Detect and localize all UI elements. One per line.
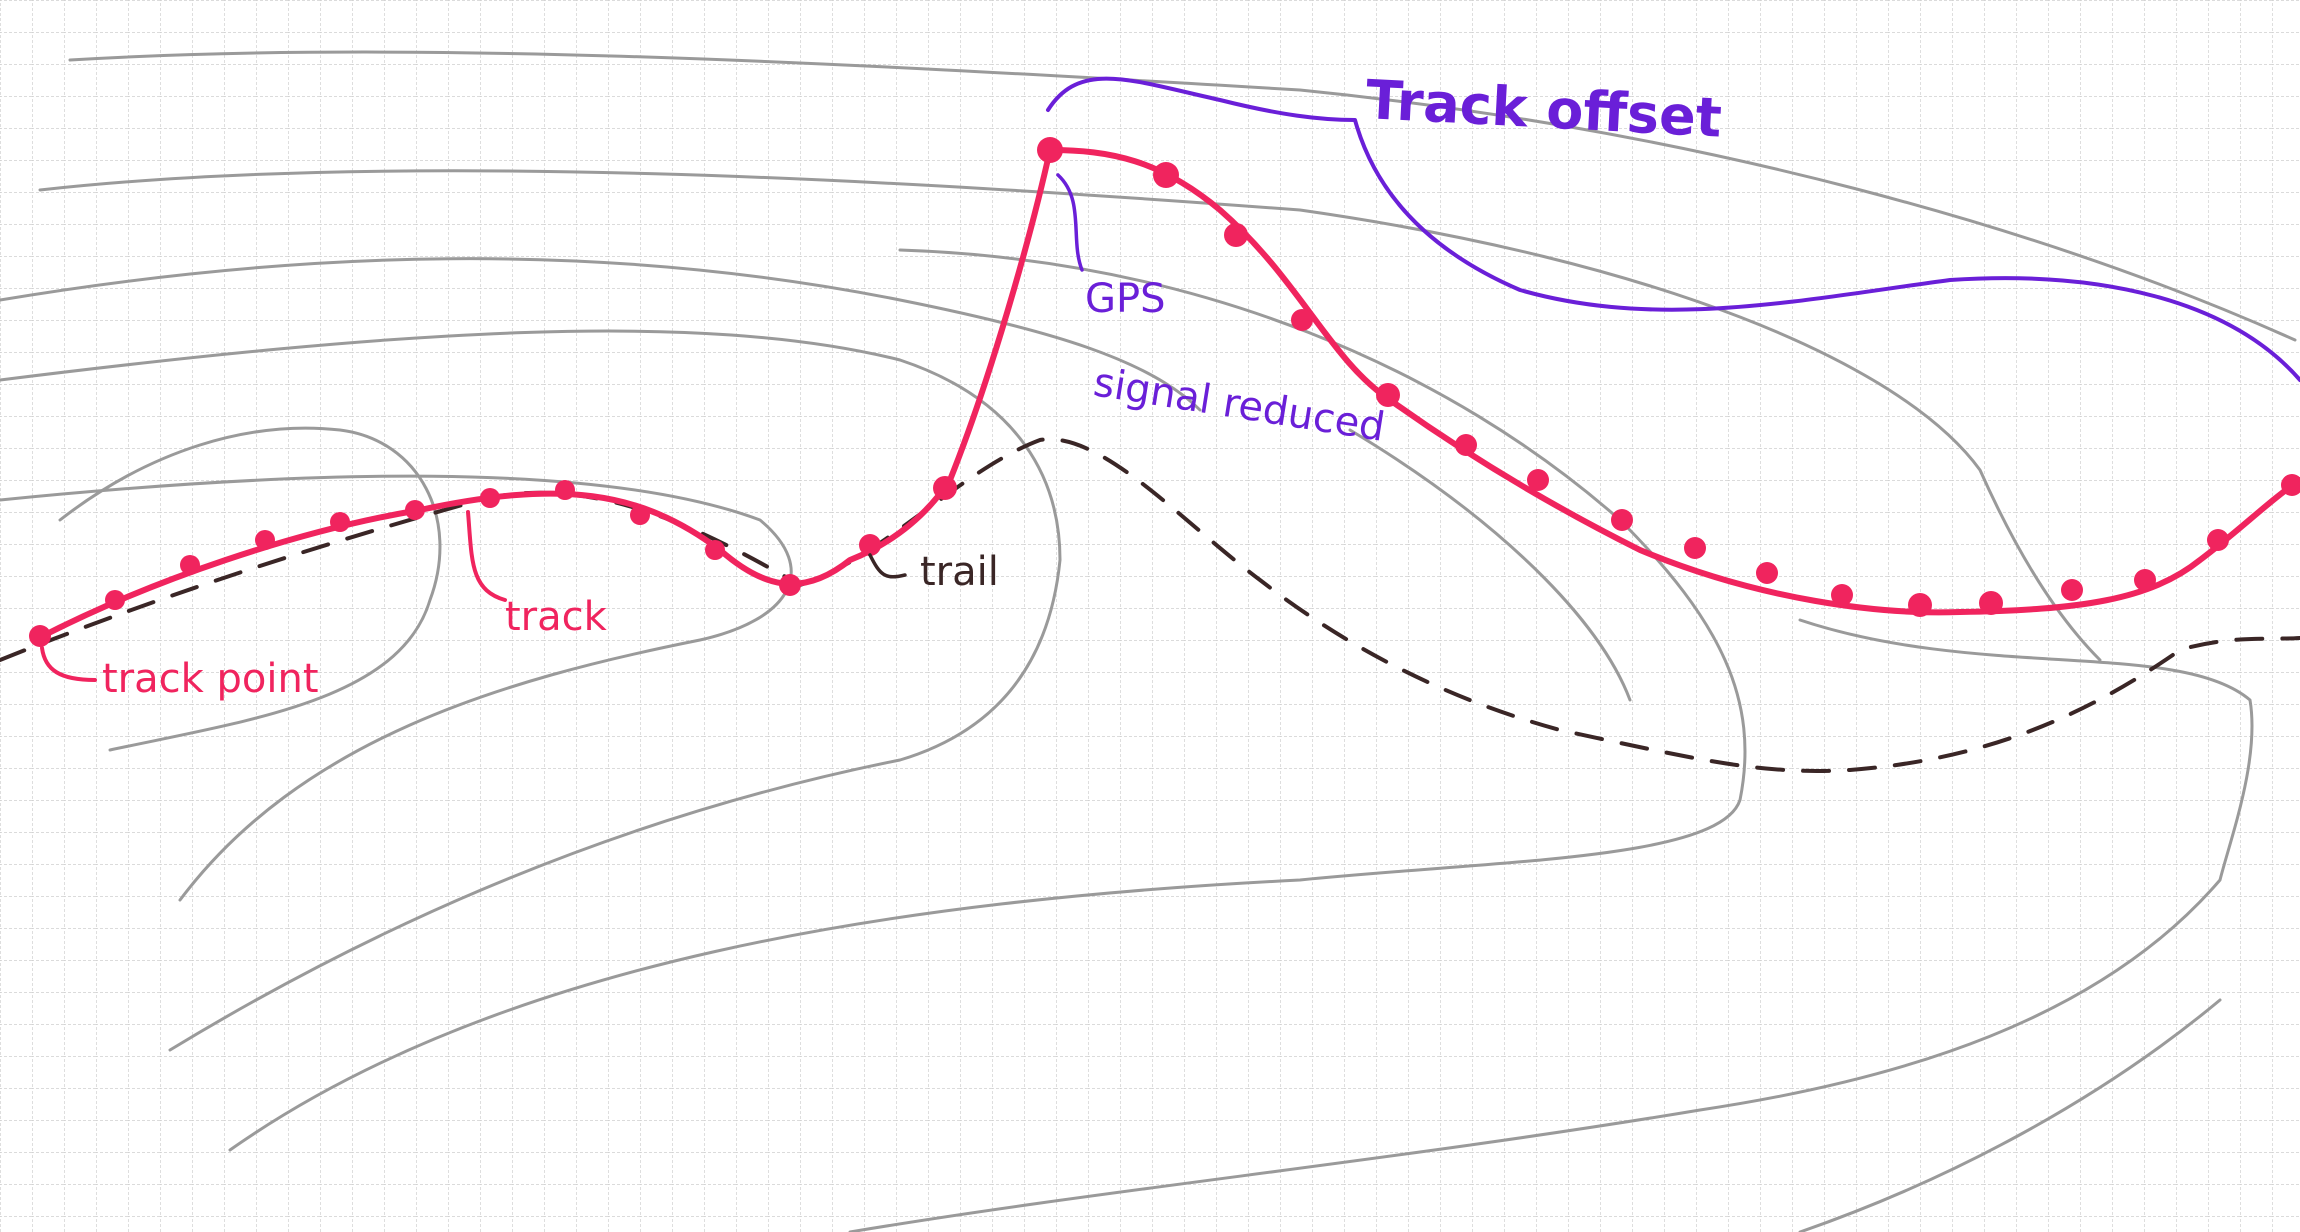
track-point-label: track point bbox=[102, 656, 319, 702]
track-point bbox=[555, 480, 575, 500]
track-point bbox=[1831, 584, 1853, 606]
contour-line-1 bbox=[68, 50, 2297, 342]
track-point bbox=[2134, 569, 2156, 591]
track-point bbox=[1037, 137, 1063, 163]
track-point bbox=[1376, 383, 1400, 407]
gps-leader bbox=[1056, 173, 1084, 272]
contour-line-8 bbox=[848, 428, 2254, 1232]
track-point bbox=[405, 500, 425, 520]
track-point bbox=[1684, 537, 1706, 559]
track-point bbox=[105, 590, 125, 610]
track-point-leader bbox=[40, 646, 97, 682]
track-point bbox=[1455, 434, 1477, 456]
track-point bbox=[705, 540, 725, 560]
track-point bbox=[1153, 162, 1179, 188]
track-point bbox=[330, 512, 350, 532]
track-offset-line bbox=[1046, 76, 2300, 382]
track-point bbox=[1908, 593, 1932, 617]
track-label: track bbox=[505, 594, 608, 640]
track-point bbox=[180, 555, 200, 575]
track-leader bbox=[466, 510, 507, 602]
track-point bbox=[2061, 579, 2083, 601]
contour-line-9 bbox=[1798, 998, 2222, 1232]
track-point bbox=[1756, 562, 1778, 584]
contour-line-4 bbox=[0, 329, 1062, 1052]
track-point bbox=[630, 505, 650, 525]
track-line bbox=[32, 147, 2300, 643]
track-points bbox=[29, 137, 2300, 647]
gps-label-line1: GPS bbox=[1085, 276, 1166, 322]
contour-line-2 bbox=[38, 169, 2102, 662]
track-point bbox=[779, 574, 801, 596]
track-point bbox=[933, 476, 957, 500]
track-point bbox=[1291, 309, 1313, 331]
track-point bbox=[1611, 509, 1633, 531]
track-point bbox=[859, 534, 881, 556]
track-point bbox=[1224, 223, 1248, 247]
contour-line-7 bbox=[228, 248, 1747, 1152]
track-point bbox=[1527, 469, 1549, 491]
trail-leader bbox=[868, 553, 907, 579]
track-point bbox=[255, 530, 275, 550]
track-point bbox=[2281, 474, 2300, 496]
track-point bbox=[1979, 591, 2003, 615]
trail-label: trail bbox=[920, 549, 999, 595]
track-point bbox=[480, 488, 500, 508]
track-point bbox=[2207, 529, 2229, 551]
track-point bbox=[29, 625, 51, 647]
contour-line-6 bbox=[58, 426, 442, 752]
contour-line-3 bbox=[0, 257, 1202, 412]
